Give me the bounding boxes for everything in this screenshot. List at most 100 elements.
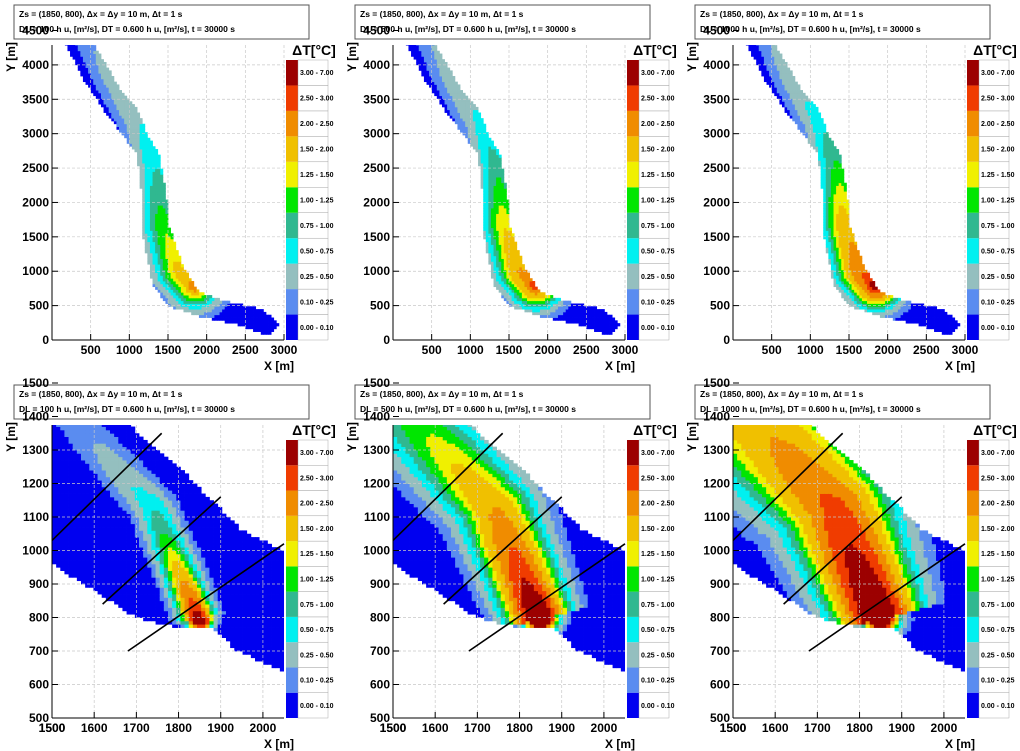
heatmap-cell xyxy=(80,59,84,63)
heatmap-cell xyxy=(861,289,865,293)
heatmap-cell xyxy=(441,64,445,68)
heatmap-cell xyxy=(841,283,845,288)
heatmap-cell xyxy=(152,179,156,184)
heatmap-cell xyxy=(838,238,842,243)
heatmap-cell xyxy=(926,317,930,321)
heatmap-cell xyxy=(144,241,148,245)
heatmap-cell xyxy=(423,47,427,52)
heatmap-cell xyxy=(941,328,945,332)
heatmap-cell xyxy=(498,182,502,186)
heatmap-cell xyxy=(501,236,505,240)
heatmap-cell xyxy=(527,309,531,313)
heatmap-cell xyxy=(483,171,487,175)
heatmap-cell xyxy=(493,266,497,271)
heatmap-cell xyxy=(794,87,798,91)
heatmap-cell xyxy=(475,129,479,133)
heatmap-cell xyxy=(946,325,950,330)
heatmap-cell xyxy=(64,425,69,427)
heatmap-cell xyxy=(454,118,458,122)
heatmap-cell xyxy=(581,314,585,318)
heatmap-cell xyxy=(488,250,492,254)
heatmap-cell xyxy=(516,306,520,310)
heatmap-cell xyxy=(846,264,850,268)
heatmap-cell xyxy=(137,134,141,139)
heatmap-cell xyxy=(521,306,525,310)
heatmap-cell xyxy=(160,295,164,299)
colorbar-swatch xyxy=(627,110,639,137)
heatmap-cell xyxy=(76,553,82,558)
heatmap-cell xyxy=(787,95,791,99)
heatmap-cell xyxy=(429,73,433,77)
heatmap-cell xyxy=(147,168,151,172)
heatmap-cell xyxy=(854,278,858,282)
heatmap-cell xyxy=(152,238,156,243)
heatmap-cell xyxy=(155,255,159,259)
heatmap-cell xyxy=(895,314,899,318)
heatmap-cell xyxy=(414,40,417,43)
heatmap-cell xyxy=(488,137,492,142)
heatmap-cell xyxy=(908,300,912,304)
heatmap-cell xyxy=(173,281,177,285)
heatmap-cell xyxy=(890,300,894,304)
heatmap-cell xyxy=(253,309,257,313)
heatmap-cell xyxy=(111,87,115,91)
heatmap-cell xyxy=(861,264,865,268)
heatmap-cell xyxy=(454,87,458,91)
heatmap-cell xyxy=(488,154,492,158)
heatmap-cell xyxy=(488,238,492,243)
heatmap-cell xyxy=(867,295,871,299)
heatmap-cell xyxy=(849,238,852,243)
heatmap-cell xyxy=(493,160,497,164)
heatmap-cell xyxy=(838,177,842,181)
heatmap-cell xyxy=(188,300,192,304)
heatmap-cell xyxy=(416,45,420,46)
heatmap-cell xyxy=(426,45,430,46)
heatmap-cell xyxy=(72,450,78,454)
heatmap-cell xyxy=(485,188,489,192)
colorbar-label: 1.25 - 1.50 xyxy=(641,172,675,179)
heatmap-cell xyxy=(81,443,86,448)
heatmap-cell xyxy=(68,530,74,535)
heatmap-cell xyxy=(838,233,842,237)
heatmap-cell xyxy=(472,104,476,108)
heatmap-cell xyxy=(457,84,461,88)
heatmap-cell xyxy=(242,314,246,318)
colorbar-label: 2.00 - 2.50 xyxy=(641,121,675,128)
heatmap-cell xyxy=(779,98,783,102)
heatmap-cell xyxy=(825,233,829,237)
heatmap-cell xyxy=(81,490,86,494)
heatmap-cell xyxy=(846,213,850,217)
heatmap-cell xyxy=(501,272,505,276)
heatmap-cell xyxy=(162,295,166,299)
heatmap-cell xyxy=(247,320,251,324)
heatmap-cell xyxy=(56,433,61,437)
heatmap-cell xyxy=(95,81,99,85)
y-tick-label: 1000 xyxy=(703,264,730,278)
heatmap-cell xyxy=(449,73,453,77)
heatmap-cell xyxy=(828,213,832,217)
heatmap-cell xyxy=(173,261,177,265)
heatmap-cell xyxy=(776,92,780,97)
heatmap-cell xyxy=(506,222,510,226)
heatmap-cell xyxy=(501,252,505,257)
heatmap-cell xyxy=(160,292,164,296)
heatmap-cell xyxy=(142,168,146,172)
heatmap-cell xyxy=(825,149,829,153)
heatmap-cell xyxy=(144,205,148,209)
heatmap-cell xyxy=(68,570,74,575)
heatmap-cell xyxy=(142,179,146,184)
heatmap-cell xyxy=(247,311,251,316)
heatmap-cell xyxy=(936,323,940,327)
heatmap-cell xyxy=(131,143,135,147)
heatmap-cell xyxy=(155,250,159,254)
heatmap-cell xyxy=(843,233,847,237)
heatmap-cell xyxy=(511,266,515,271)
heatmap-cell xyxy=(761,45,765,46)
heatmap-cell xyxy=(496,278,500,282)
heatmap-cell xyxy=(149,205,153,209)
heatmap-cell xyxy=(542,309,546,313)
heatmap-cell xyxy=(485,154,489,158)
heatmap-cell xyxy=(160,168,164,172)
heatmap-cell xyxy=(818,160,822,164)
heatmap-cell xyxy=(503,188,507,192)
